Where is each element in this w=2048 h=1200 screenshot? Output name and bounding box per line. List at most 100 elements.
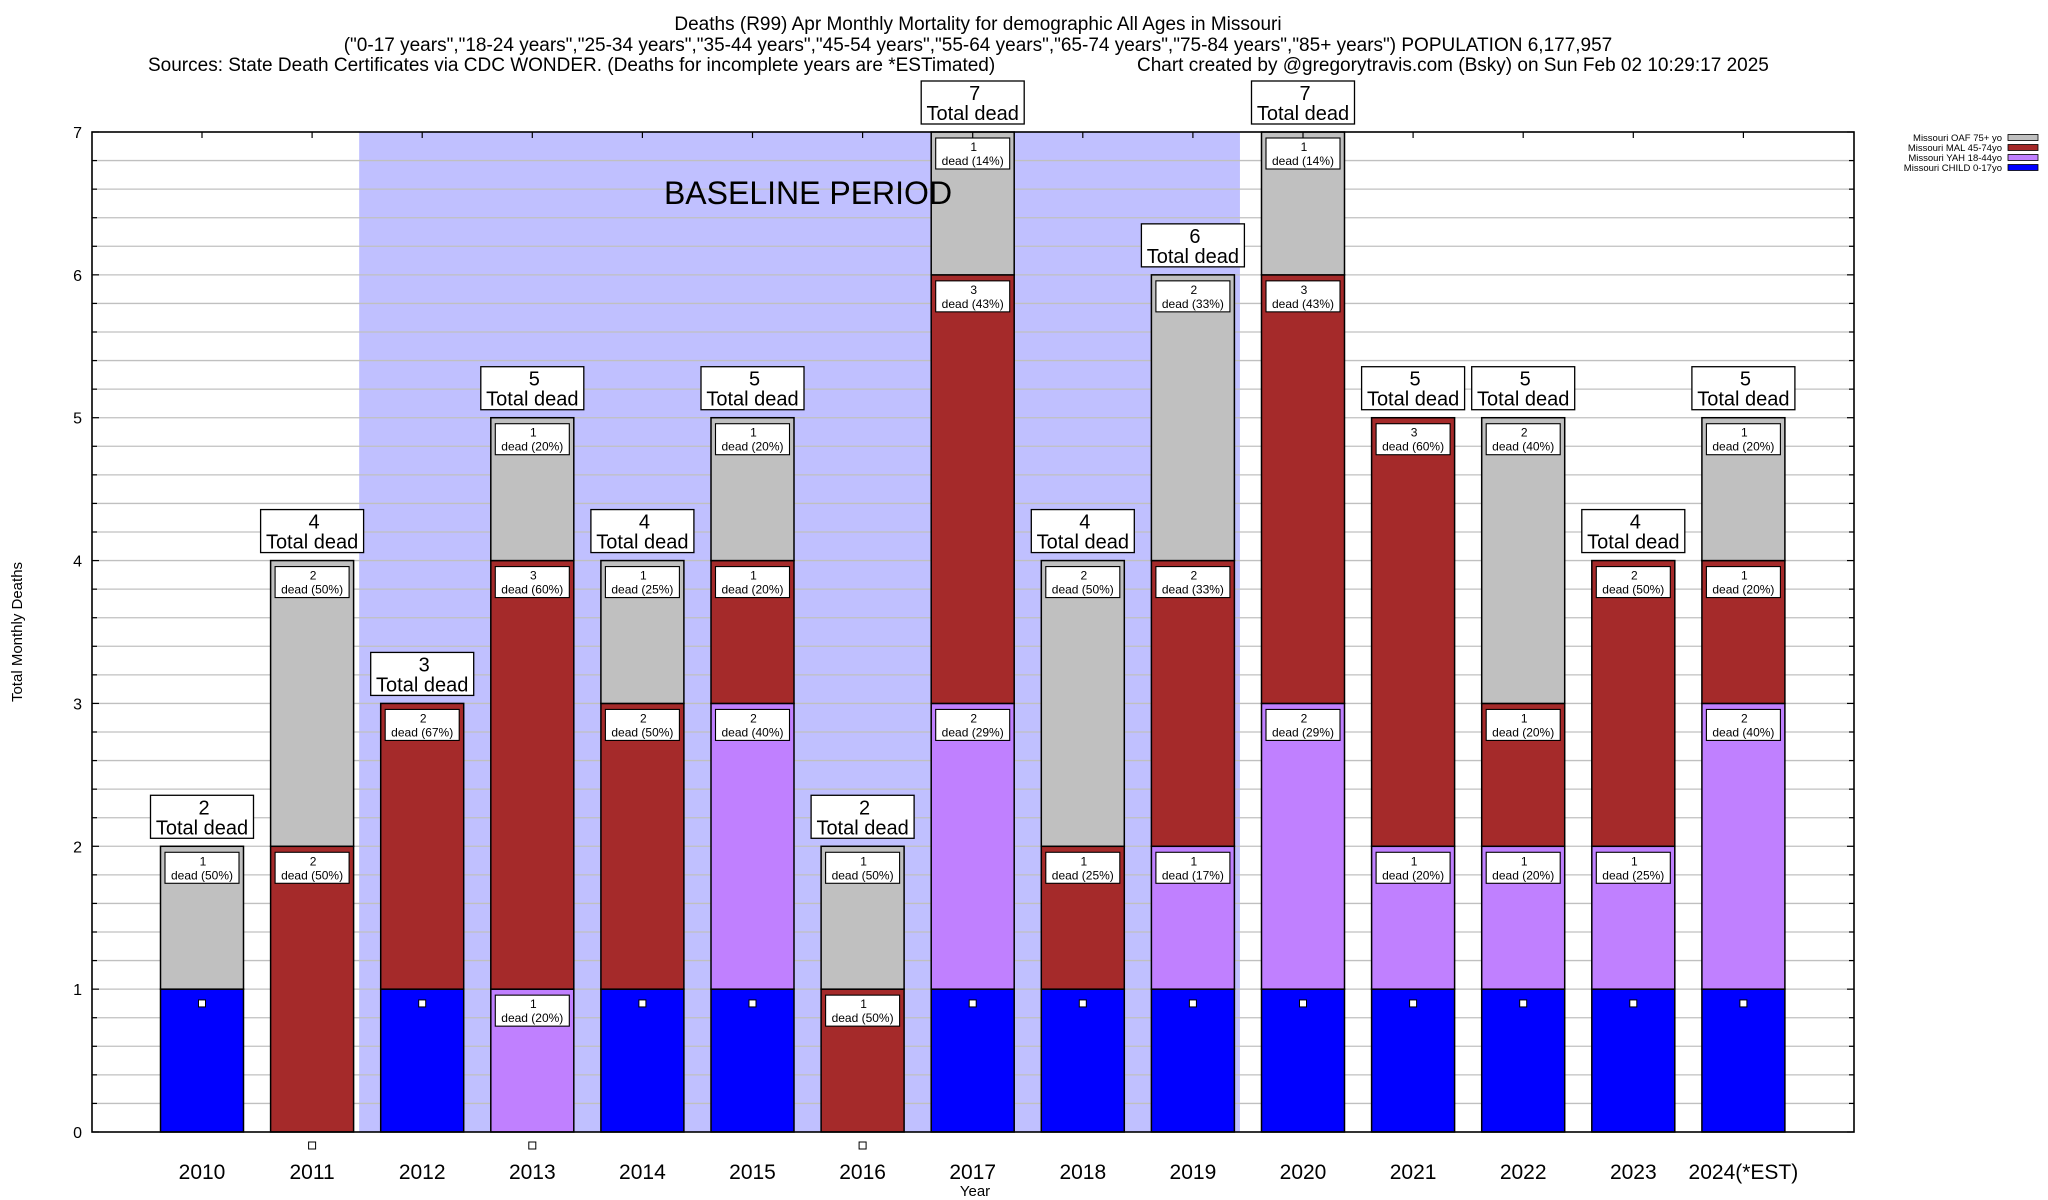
y-tick-label: 6 (73, 268, 82, 285)
total-dead-text: Total dead (816, 817, 908, 839)
segment-label-text: dead (20%) (501, 440, 563, 454)
total-dead-box (1471, 366, 1576, 411)
bar-segment (1370, 988, 1456, 1133)
chart-sources: Sources: State Death Certificates via CD… (148, 55, 995, 76)
total-dead-count: 5 (1740, 369, 1751, 391)
segment-label-text: dead (50%) (832, 1011, 894, 1025)
segment-label-count: 1 (860, 997, 867, 1011)
child-marker-square (858, 1141, 867, 1150)
segment-label-text: dead (29%) (942, 725, 1004, 739)
total-dead-count: 3 (419, 654, 430, 676)
segment-label-box (1705, 423, 1781, 456)
bar-segment (379, 702, 465, 990)
x-tick-label: 2012 (399, 1161, 446, 1184)
segment-label-box (1485, 708, 1561, 741)
total-dead-count: 5 (1520, 369, 1531, 391)
segment-label-count: 1 (1741, 569, 1748, 583)
segment-label-count: 1 (970, 140, 977, 154)
segment-label-text: dead (50%) (1602, 583, 1664, 597)
segment-label-text: dead (20%) (1492, 868, 1554, 882)
segment-label-text: dead (20%) (1492, 725, 1554, 739)
bar-segment (1150, 988, 1236, 1133)
child-marker-square (748, 999, 757, 1008)
legend-swatch (2007, 144, 2039, 151)
segment-label-count: 2 (310, 569, 317, 583)
total-dead-box (1691, 366, 1796, 411)
total-dead-box (590, 508, 695, 554)
segment-label-box (714, 423, 791, 456)
segment-label-text: dead (20%) (1712, 583, 1774, 597)
total-dead-box (1581, 508, 1686, 554)
segment-label-text: dead (29%) (1272, 725, 1334, 739)
x-tick-label: 2018 (1059, 1161, 1106, 1184)
x-tick-label: 2019 (1170, 1161, 1217, 1184)
bar-segment (930, 274, 1015, 705)
bar-segment (600, 702, 685, 990)
total-dead-count: 4 (639, 512, 650, 534)
segment-label-text: dead (25%) (1602, 868, 1664, 882)
bar-segment (930, 988, 1015, 1133)
segment-label-count: 2 (750, 711, 757, 725)
total-dead-count: 6 (1189, 226, 1200, 248)
segment-label-box (1155, 566, 1231, 599)
bar-segment (710, 988, 795, 1133)
child-marker-square (1409, 999, 1418, 1008)
segment-label-count: 2 (1080, 569, 1087, 583)
bar-segment (1260, 274, 1346, 705)
bar-segment (600, 988, 685, 1133)
x-tick-label: 2017 (949, 1161, 996, 1184)
segment-label-text: dead (67%) (391, 725, 453, 739)
total-dead-count: 5 (749, 369, 760, 391)
segment-label-count: 1 (530, 997, 537, 1011)
total-dead-box (259, 508, 365, 554)
total-dead-text: Total dead (1697, 389, 1789, 411)
bar-layer (159, 131, 1786, 1150)
segment-label-count: 2 (1741, 711, 1748, 725)
child-marker-square (418, 999, 427, 1008)
child-marker-square (1739, 999, 1748, 1008)
segment-label-count: 2 (1631, 569, 1638, 583)
segment-label-count: 3 (1301, 283, 1308, 297)
segment-label-count: 3 (1411, 426, 1418, 440)
chart-title: Deaths (R99) Apr Monthly Mortality for d… (674, 14, 1281, 35)
segment-label-text: dead (50%) (832, 868, 894, 882)
segment-label-box (714, 566, 791, 599)
segment-label-box (825, 851, 901, 884)
total-dead-box (480, 366, 585, 411)
bar-segment (379, 988, 465, 1133)
child-marker-square (308, 1141, 317, 1150)
total-dead-count: 4 (1630, 512, 1641, 534)
legend-label: Missouri OAF 75+ yo (1913, 133, 2002, 144)
y-axis-label: Total Monthly Deaths (9, 562, 26, 702)
segment-label-text: dead (40%) (1712, 725, 1774, 739)
total-dead-count: 4 (309, 512, 320, 534)
bar-segment (1370, 416, 1456, 848)
child-marker-square (638, 999, 647, 1008)
segment-label-count: 1 (860, 854, 867, 868)
segment-label-text: dead (14%) (942, 154, 1004, 168)
child-marker-square (1188, 999, 1197, 1008)
segment-label-text: dead (20%) (721, 583, 783, 597)
segment-label-text: dead (50%) (611, 725, 673, 739)
bar-segment (1701, 988, 1786, 1133)
segment-label-box (1705, 566, 1781, 599)
x-tick-label: 2014 (619, 1161, 666, 1184)
total-dead-text: Total dead (156, 817, 248, 839)
bar-segment (1591, 559, 1676, 848)
bar-segment (1040, 988, 1126, 1133)
segment-label-count: 2 (310, 854, 317, 868)
segment-label-box (1375, 851, 1451, 884)
x-tick-label: 2015 (729, 1161, 776, 1184)
x-tick-label: 2022 (1500, 1161, 1547, 1184)
segment-label-count: 2 (1191, 569, 1198, 583)
segment-label-text: dead (33%) (1162, 583, 1224, 597)
segment-label-count: 1 (1411, 854, 1418, 868)
segment-label-count: 1 (750, 426, 757, 440)
child-marker-square (1078, 999, 1087, 1008)
segment-label-text: dead (20%) (1712, 440, 1774, 454)
total-dead-text: Total dead (1147, 246, 1239, 268)
total-dead-count: 2 (859, 797, 870, 819)
legend-label: Missouri MAL 45-74yo (1908, 143, 2002, 154)
segment-label-box (1155, 280, 1231, 313)
bar-segment (159, 988, 245, 1133)
